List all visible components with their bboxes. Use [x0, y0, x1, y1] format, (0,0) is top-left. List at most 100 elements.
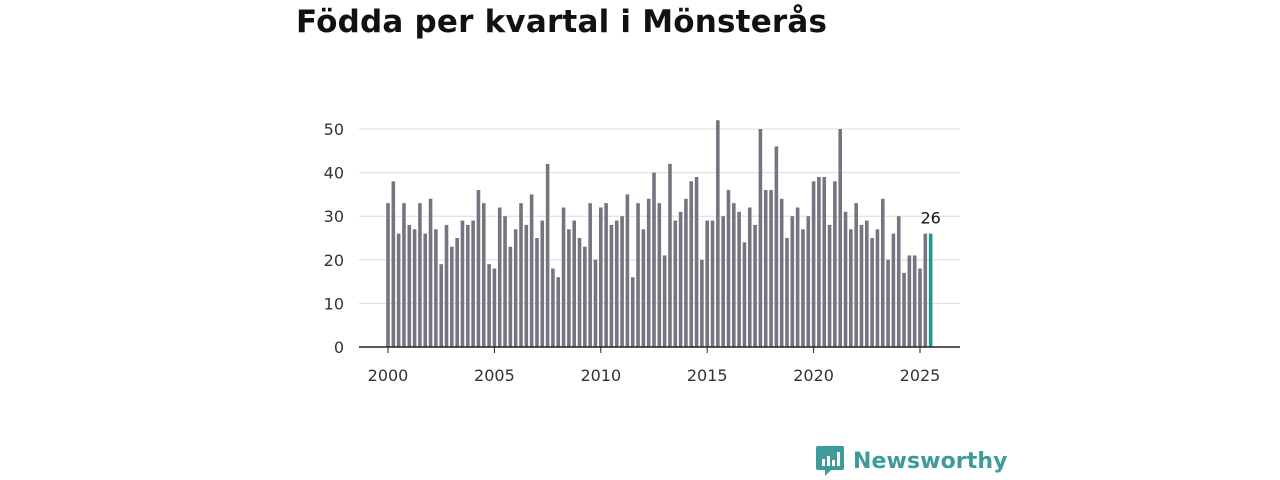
bar	[487, 264, 491, 347]
bar	[886, 259, 890, 347]
chart-title: Födda per kvartal i Mönsterås	[296, 4, 828, 40]
bar	[481, 203, 486, 347]
bar	[386, 203, 390, 347]
bar	[513, 229, 518, 347]
bar	[689, 181, 694, 347]
y-tick-label: 50	[324, 120, 344, 139]
bar	[620, 216, 624, 347]
x-tick-label: 2020	[793, 366, 834, 385]
bar	[721, 216, 725, 347]
bar	[875, 229, 880, 347]
brand-logo[interactable]: Newsworthy	[815, 444, 1008, 478]
bar	[902, 272, 906, 347]
bar	[662, 255, 667, 347]
bar	[742, 242, 747, 347]
bar	[412, 229, 417, 347]
bar	[865, 220, 869, 347]
bar	[811, 181, 816, 347]
bar	[492, 268, 497, 347]
bar	[769, 190, 773, 347]
x-tick-label: 2025	[900, 366, 941, 385]
bar	[758, 129, 763, 347]
bar	[737, 211, 741, 347]
bar	[407, 224, 412, 347]
bar	[583, 246, 587, 347]
bar	[599, 207, 603, 347]
bar	[450, 246, 454, 347]
bar	[705, 220, 709, 347]
bar	[636, 203, 640, 347]
bar	[833, 181, 837, 347]
bar	[391, 181, 396, 347]
bar	[779, 198, 784, 347]
bar	[785, 238, 789, 347]
bar	[545, 163, 550, 347]
bar	[700, 259, 704, 347]
bar	[646, 198, 651, 347]
bar	[396, 233, 401, 347]
bar	[529, 194, 534, 347]
bar	[822, 176, 827, 347]
bar	[716, 120, 720, 347]
bar	[466, 224, 470, 347]
x-tick-label: 2005	[474, 366, 515, 385]
bar	[747, 207, 752, 347]
bar	[726, 190, 731, 347]
x-tick-label: 2010	[580, 366, 621, 385]
bar	[801, 229, 805, 347]
x-tick-label: 2000	[368, 366, 409, 385]
bar	[630, 277, 635, 347]
bar	[503, 216, 507, 347]
brand-name: Newsworthy	[853, 448, 1008, 474]
bar	[455, 238, 459, 347]
bar	[859, 224, 864, 347]
bar	[763, 190, 768, 347]
bar	[652, 172, 656, 347]
bar	[710, 220, 715, 347]
bar	[849, 229, 853, 347]
bar	[551, 268, 555, 347]
bar	[609, 224, 614, 347]
last-value-label: 26	[920, 209, 940, 228]
bar	[588, 203, 592, 347]
bar	[817, 176, 821, 347]
bar-series	[386, 120, 933, 347]
bar	[912, 255, 917, 347]
bar	[907, 255, 912, 347]
bar	[896, 216, 901, 347]
bar-latest	[928, 233, 933, 347]
bar	[418, 203, 422, 347]
bar	[604, 203, 608, 347]
bar	[880, 198, 885, 347]
bar	[567, 229, 571, 347]
bar	[561, 207, 566, 347]
x-axis-ticks: 2000 2005 2010 2015 2020 2025	[368, 347, 941, 385]
bar	[774, 146, 779, 347]
bar	[577, 238, 582, 347]
bar	[657, 203, 662, 347]
bar	[668, 163, 672, 347]
bar	[460, 220, 465, 347]
bar	[423, 233, 428, 347]
bar	[806, 216, 811, 347]
bar	[641, 229, 646, 347]
bar	[838, 129, 842, 347]
y-tick-label: 10	[324, 294, 344, 313]
bar	[593, 259, 598, 347]
bar	[684, 198, 688, 347]
y-tick-label: 40	[324, 164, 344, 183]
bar	[540, 220, 545, 347]
y-tick-label: 0	[334, 338, 344, 357]
bar	[519, 203, 523, 347]
bar	[854, 203, 858, 347]
bar	[471, 220, 475, 347]
bar	[795, 207, 800, 347]
bar	[923, 233, 928, 347]
bar	[843, 211, 848, 347]
x-tick-label: 2015	[687, 366, 728, 385]
bar	[508, 246, 513, 347]
bar	[891, 233, 896, 347]
newsworthy-logo-icon	[816, 446, 844, 476]
y-axis-ticks: 0 10 20 30 40 50	[324, 120, 344, 357]
